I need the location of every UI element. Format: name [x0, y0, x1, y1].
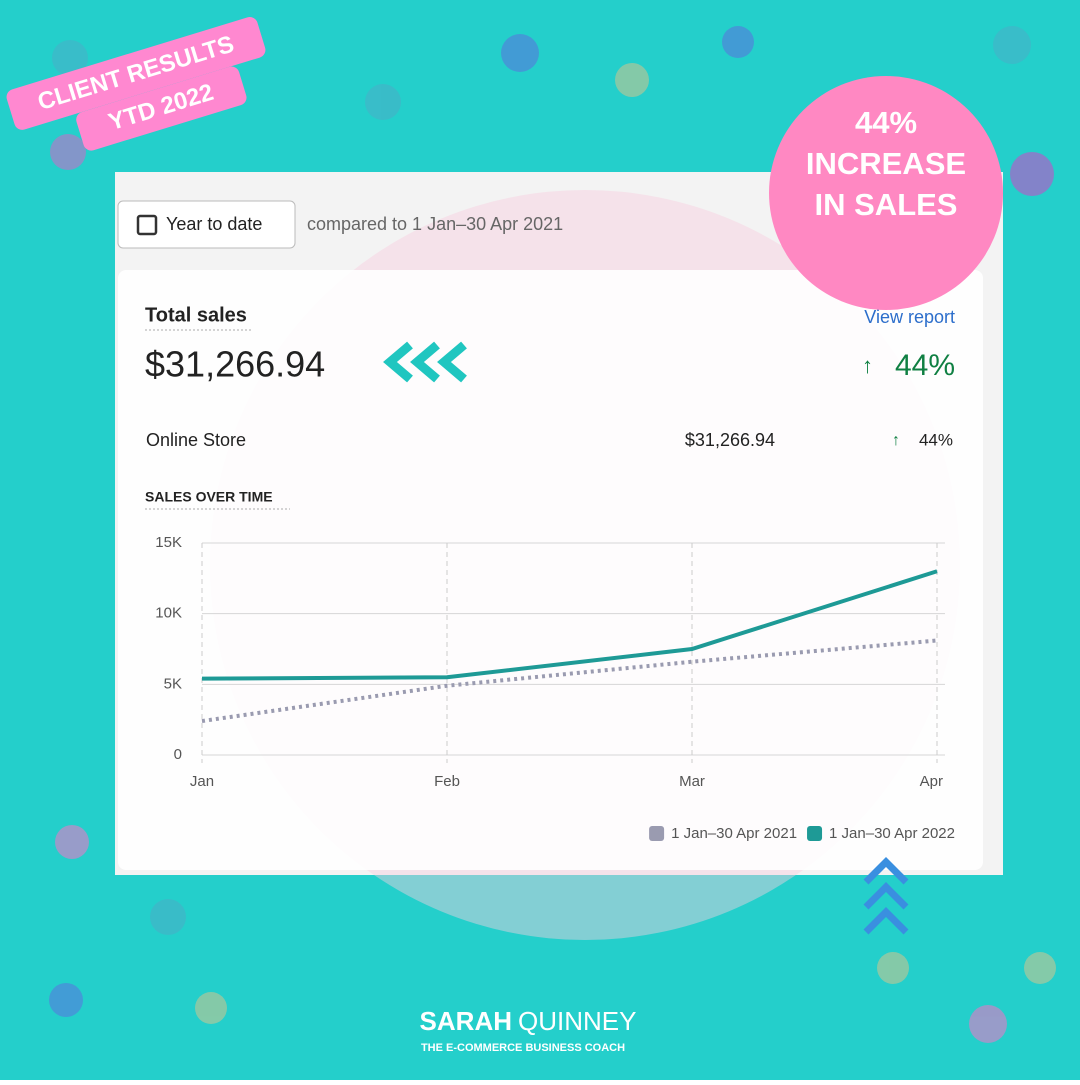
legend-label: 1 Jan–30 Apr 2022 [829, 825, 955, 842]
series-line [201, 569, 938, 681]
arrows-up [863, 857, 909, 935]
x-tick-label: Jan [190, 773, 214, 790]
channel-label: Online Store [146, 430, 246, 450]
decor-dots [49, 26, 1056, 1043]
badge: CLIENT RESULTS YTD 2022 [6, 17, 266, 151]
tagline: THE E-COMMERCE BUSINESS COACH [421, 1042, 625, 1054]
y-tick-label: 10K [155, 605, 182, 622]
total-change: 44% [895, 349, 955, 382]
calendar-icon [136, 214, 158, 236]
channel-amount: $31,266.94 [685, 430, 775, 450]
legend-label: 1 Jan–30 Apr 2021 [671, 825, 797, 842]
callout-circle [769, 76, 1003, 310]
sales-card [118, 270, 983, 870]
chart: 0 5K 10K 15K Jan Feb Mar Apr 1 Jan–30 Apr 2022 1 … [155, 534, 955, 842]
date-button[interactable] [117, 200, 296, 249]
series-line [201, 638, 938, 724]
y-tick-label: 0 [174, 746, 182, 763]
date-button-label[interactable]: Year to date [166, 214, 262, 234]
y-tick-label: 15K [155, 534, 182, 551]
total-amount: $31,266.94 [145, 344, 325, 385]
comparison: compared to 1 Jan–30 Apr 2021 [307, 214, 563, 234]
x-tick-label: Feb [434, 773, 460, 790]
legend-swatch [807, 826, 823, 841]
view-report[interactable]: View report [864, 307, 955, 327]
legend-swatch [649, 826, 665, 841]
brand-first: SARAH [420, 1006, 512, 1036]
x-tick-label: Mar [679, 773, 705, 790]
callout-text: INCREASE [806, 146, 966, 181]
callout-text: 44% [855, 105, 917, 140]
card-label: Total sales [145, 304, 247, 326]
arrow-up: ↑ [862, 353, 873, 378]
brand-last: QUINNEY [518, 1006, 636, 1036]
y-tick-label: 5K [164, 675, 182, 692]
channel-change: 44% [919, 430, 953, 449]
arrow-up: ↑ [892, 432, 900, 449]
x-tick-label: Apr [920, 773, 943, 790]
chart-title: SALES OVER TIME [145, 489, 273, 505]
callout-text: IN SALES [815, 187, 958, 222]
arrows-left [383, 341, 467, 383]
